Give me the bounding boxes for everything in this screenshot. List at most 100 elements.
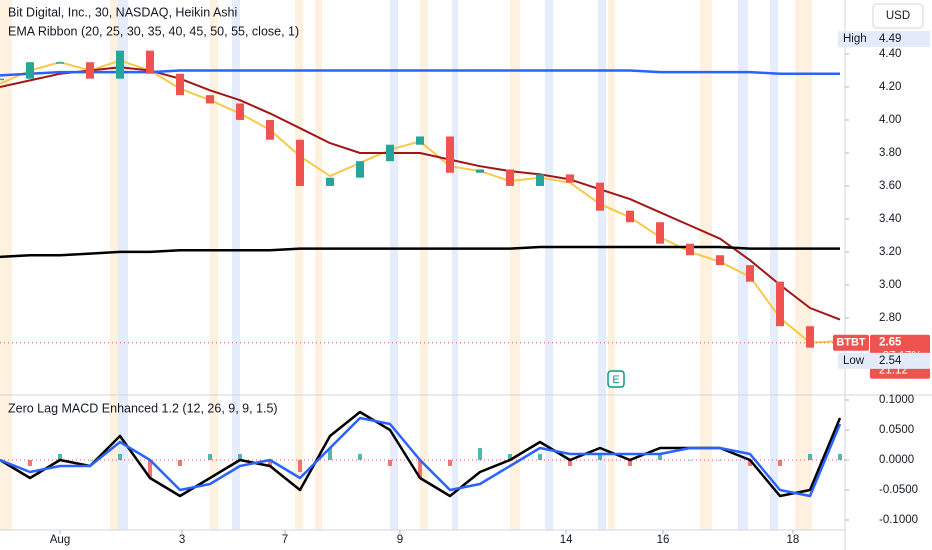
candle	[296, 139, 304, 186]
session-band	[452, 0, 458, 530]
low-value: 2.54	[879, 355, 902, 367]
series-line	[0, 245, 840, 259]
candle	[356, 161, 364, 178]
histogram-bar	[718, 459, 722, 461]
currency-button[interactable]	[872, 3, 924, 29]
y-tick-label: 4.00	[879, 114, 901, 126]
high-value: 4.49	[879, 33, 901, 45]
symbol-tag-text: BTBT	[836, 337, 866, 349]
histogram-bar	[508, 453, 512, 460]
series-line	[0, 69, 840, 77]
event-marker	[607, 370, 625, 388]
candle	[656, 222, 664, 244]
y-tick-label: 3.40	[879, 213, 901, 225]
session-band	[390, 0, 398, 530]
histogram-bar	[628, 459, 632, 466]
indicator-label: Zero Lag MACD Enhanced 1.2 (12, 26, 9, 9…	[8, 401, 278, 415]
candle	[116, 50, 124, 79]
session-band	[738, 0, 748, 530]
histogram-bar	[298, 459, 302, 472]
x-tick-label: 14	[560, 534, 573, 546]
x-tick-label: Aug	[50, 534, 70, 546]
session-band	[770, 0, 778, 530]
histogram-bar	[358, 453, 362, 460]
histogram-bar	[538, 453, 542, 460]
x-tick-label: 7	[282, 534, 288, 546]
histogram-bar	[598, 453, 602, 460]
x-tick-label: 3	[179, 534, 185, 546]
candle	[806, 326, 814, 348]
y-tick-label: 3.60	[879, 180, 901, 192]
histogram-bar	[238, 453, 242, 460]
candle	[176, 73, 184, 96]
histogram-bar	[688, 459, 692, 461]
histogram-bar	[808, 453, 812, 460]
candle	[326, 177, 334, 186]
y-tick-label: 4.20	[879, 81, 901, 93]
histogram-bar	[658, 453, 662, 460]
session-band	[315, 0, 322, 530]
session-band	[608, 0, 615, 530]
y-tick-label: 0.0000	[879, 454, 914, 466]
y-tick-label: 0.0500	[879, 424, 914, 436]
x-tick-label: 9	[397, 534, 403, 546]
histogram-bar	[178, 459, 182, 466]
candle	[596, 182, 604, 211]
candle	[416, 136, 424, 145]
session-bands	[0, 0, 812, 530]
candle	[776, 281, 784, 327]
candle	[566, 174, 574, 183]
histogram-bar	[148, 459, 152, 478]
low-label: Low	[843, 355, 865, 367]
x-tick-label: 16	[657, 534, 670, 546]
candle	[236, 103, 244, 120]
candle	[476, 169, 484, 173]
candle	[506, 169, 514, 186]
y-tick-label: 3.80	[879, 147, 901, 159]
histogram-bar	[328, 447, 332, 460]
y-tick-label: 0.1000	[879, 394, 914, 406]
histogram-bar	[448, 459, 452, 466]
candle	[86, 62, 94, 79]
session-band	[700, 0, 712, 530]
histogram-bar	[748, 459, 752, 466]
histogram-bar	[268, 459, 272, 466]
candle	[56, 62, 64, 64]
histogram-bar	[388, 459, 392, 466]
candle	[716, 255, 724, 266]
candle	[626, 210, 634, 223]
high-label: High	[843, 33, 867, 45]
candle	[446, 136, 454, 173]
histogram-bar	[58, 453, 62, 460]
session-band	[795, 0, 812, 530]
session-band	[420, 0, 428, 530]
candle	[746, 265, 754, 282]
session-band	[545, 0, 553, 530]
histogram-bar	[28, 459, 32, 466]
series-line	[0, 66, 841, 321]
histogram-bar	[568, 459, 572, 466]
y-tick-label: 2.80	[879, 312, 901, 324]
candle	[266, 119, 274, 140]
candle	[206, 95, 214, 104]
session-band	[0, 0, 12, 530]
y-tick-label: 4.40	[879, 48, 901, 60]
high-box	[838, 31, 930, 48]
y-tick-label: 3.20	[879, 246, 901, 258]
session-band	[118, 0, 128, 530]
histogram-bar	[418, 459, 422, 478]
candle	[26, 62, 34, 79]
session-band	[232, 0, 240, 530]
candle	[146, 50, 154, 74]
session-band	[295, 0, 303, 530]
currency: USD	[886, 10, 910, 22]
histogram-bar	[118, 453, 122, 460]
chart-title: Bit Digital, Inc., 30, NASDAQ, Heikin As…	[8, 5, 237, 19]
session-band	[598, 0, 606, 530]
low-box	[838, 352, 930, 369]
candle	[686, 243, 694, 256]
histogram-bar	[778, 459, 782, 466]
session-band	[110, 0, 120, 530]
